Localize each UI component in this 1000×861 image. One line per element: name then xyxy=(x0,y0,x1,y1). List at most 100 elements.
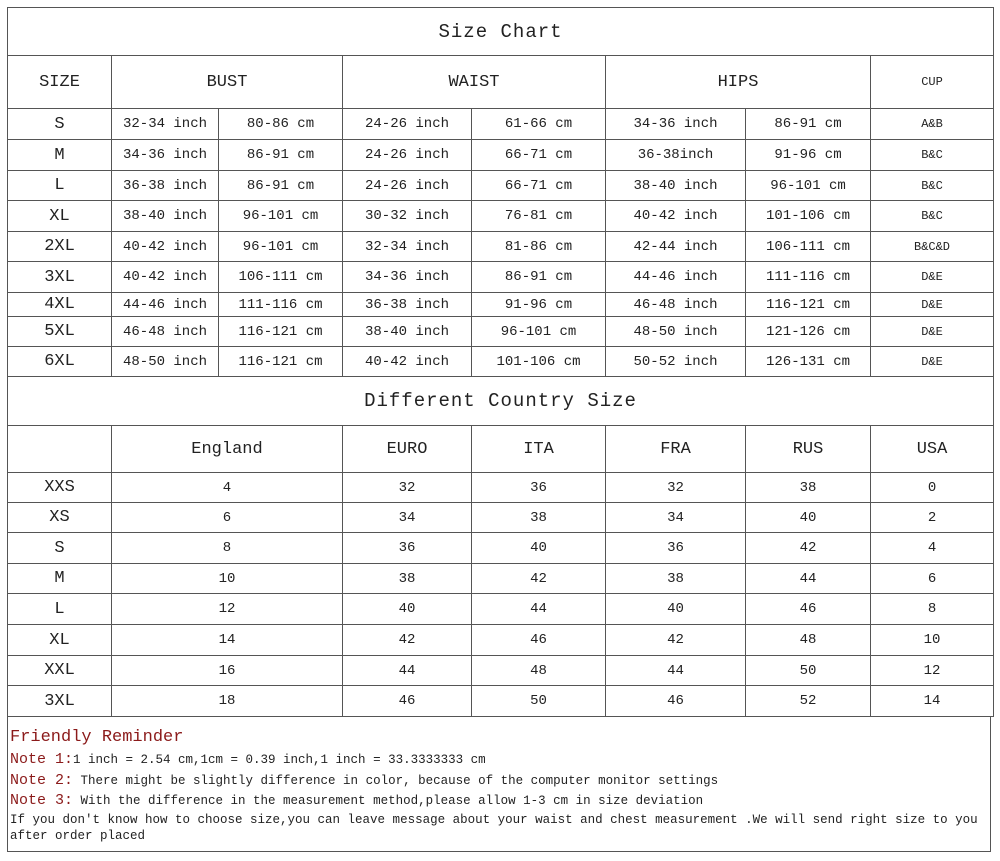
size-label: XXL xyxy=(7,655,112,686)
size-cell: 101-106 cm xyxy=(471,346,606,377)
size-cell: 24-26 inch xyxy=(342,139,472,171)
country-cell: 42 xyxy=(342,624,472,656)
country-row: XXL 16 44 48 44 50 12 xyxy=(7,655,995,686)
size-label: 3XL xyxy=(7,261,112,293)
country-row: L 12 40 44 40 46 8 xyxy=(7,593,995,625)
size-label: XL xyxy=(7,624,112,656)
header-blank xyxy=(7,425,112,473)
country-row: XS 6 34 38 34 40 2 xyxy=(7,502,995,533)
country-row: XL 14 42 46 42 48 10 xyxy=(7,624,995,656)
size-cell: 96-101 cm xyxy=(471,316,606,347)
friendly-reminder: Friendly Reminder Note 1:1 inch = 2.54 c… xyxy=(7,716,991,852)
header-england: England xyxy=(111,425,343,473)
size-label: S xyxy=(7,532,112,564)
size-cell: 24-26 inch xyxy=(342,108,472,140)
note-text: With the difference in the measurement m… xyxy=(73,794,704,808)
country-cell: 48 xyxy=(745,624,871,656)
size-cell: 121-126 cm xyxy=(745,316,871,347)
size-cell: 106-111 cm xyxy=(218,261,343,293)
country-cell: 14 xyxy=(869,685,995,717)
note-2: Note 2: There might be slightly differen… xyxy=(10,771,990,792)
size-cell: 34-36 inch xyxy=(342,261,472,293)
country-cell: 10 xyxy=(869,624,995,656)
size-cell: 38-40 inch xyxy=(111,200,219,232)
country-cell: 44 xyxy=(342,655,472,686)
size-cell: 40-42 inch xyxy=(111,261,219,293)
country-cell: 38 xyxy=(745,472,871,503)
country-cell: 44 xyxy=(745,563,871,594)
size-cell: 66-71 cm xyxy=(471,170,606,201)
size-label: L xyxy=(7,593,112,625)
header-size: SIZE xyxy=(7,55,112,109)
size-cell: 40-42 inch xyxy=(605,200,746,232)
size-row: 2XL 40-42 inch 96-101 cm 32-34 inch 81-86 cm… xyxy=(7,231,995,262)
country-cell: 46 xyxy=(745,593,871,625)
country-cell: 38 xyxy=(605,563,746,594)
country-cell: 8 xyxy=(111,532,343,564)
country-cell: 46 xyxy=(342,685,472,717)
country-cell: 0 xyxy=(869,472,995,503)
reminder-heading: Friendly Reminder xyxy=(10,728,184,747)
size-cell: 106-111 cm xyxy=(745,231,871,262)
size-cell: 36-38 inch xyxy=(111,170,219,201)
size-cell: 48-50 inch xyxy=(605,316,746,347)
country-cell: 52 xyxy=(745,685,871,717)
country-cell: 14 xyxy=(111,624,343,656)
country-cell: 38 xyxy=(471,502,606,533)
country-cell: 50 xyxy=(745,655,871,686)
size-chart-header-row: SIZE BUST WAIST HIPS CUP xyxy=(7,55,995,109)
size-cell: 30-32 inch xyxy=(342,200,472,232)
header-rus: RUS xyxy=(745,425,871,473)
country-cell: 8 xyxy=(869,593,995,625)
country-cell: 46 xyxy=(471,624,606,656)
size-label: M xyxy=(7,563,112,594)
country-cell: 40 xyxy=(342,593,472,625)
size-cell: D&E xyxy=(869,346,995,377)
country-size-header-row: England EURO ITA FRA RUS USA xyxy=(7,425,995,473)
size-row: XL 38-40 inch 96-101 cm 30-32 inch 76-81 cm 4… xyxy=(7,200,995,232)
size-cell: 86-91 cm xyxy=(218,139,343,171)
country-cell: 2 xyxy=(869,502,995,533)
country-cell: 44 xyxy=(471,593,606,625)
country-cell: 40 xyxy=(471,532,606,564)
size-cell: 111-116 cm xyxy=(745,261,871,293)
country-row: M 10 38 42 38 44 6 xyxy=(7,563,995,594)
size-cell: 42-44 inch xyxy=(605,231,746,262)
country-cell: 50 xyxy=(471,685,606,717)
country-cell: 48 xyxy=(471,655,606,686)
size-cell: 32-34 inch xyxy=(342,231,472,262)
note-footer: If you don't know how to choose size,you… xyxy=(10,812,978,843)
country-cell: 4 xyxy=(111,472,343,503)
size-row: S 32-34 inch 80-86 cm 24-26 inch 61-66 cm 34-… xyxy=(7,108,995,140)
size-cell: 36-38 inch xyxy=(342,292,472,317)
country-cell: 40 xyxy=(605,593,746,625)
size-cell: 34-36 inch xyxy=(605,108,746,140)
size-cell: 96-101 cm xyxy=(218,231,343,262)
size-row: 6XL 48-50 inch 116-121 cm 40-42 inch 101-106… xyxy=(7,346,995,377)
size-cell: D&E xyxy=(869,292,995,317)
size-cell: 46-48 inch xyxy=(111,316,219,347)
country-cell: 34 xyxy=(342,502,472,533)
header-euro: EURO xyxy=(342,425,472,473)
country-cell: 16 xyxy=(111,655,343,686)
size-label: 6XL xyxy=(7,346,112,377)
country-row: XXS 4 32 36 32 38 0 xyxy=(7,472,995,503)
country-cell: 38 xyxy=(342,563,472,594)
size-cell: 86-91 cm xyxy=(218,170,343,201)
country-cell: 6 xyxy=(111,502,343,533)
size-label: 2XL xyxy=(7,231,112,262)
size-cell: A&B xyxy=(869,108,995,140)
size-chart-title: Size Chart xyxy=(6,7,995,56)
country-cell: 12 xyxy=(869,655,995,686)
size-label: XXS xyxy=(7,472,112,503)
note-text: 1 inch = 2.54 cm,1cm = 0.39 inch,1 inch … xyxy=(73,753,486,767)
note-1: Note 1:1 inch = 2.54 cm,1cm = 0.39 inch,… xyxy=(10,750,990,771)
size-cell: 46-48 inch xyxy=(605,292,746,317)
size-cell: 86-91 cm xyxy=(471,261,606,293)
size-cell: 40-42 inch xyxy=(342,346,472,377)
size-label: L xyxy=(7,170,112,201)
size-cell: 91-96 cm xyxy=(471,292,606,317)
size-label: 5XL xyxy=(7,316,112,347)
header-fra: FRA xyxy=(605,425,746,473)
size-cell: 44-46 inch xyxy=(111,292,219,317)
